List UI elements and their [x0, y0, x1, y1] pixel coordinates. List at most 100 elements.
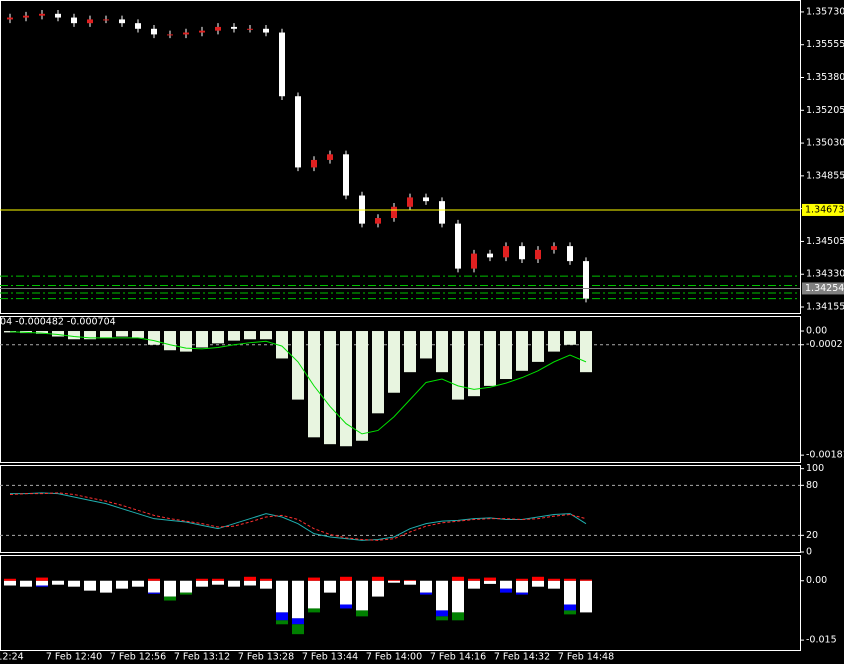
bar [164, 596, 176, 601]
x-tick-label: 7 Feb 12:56 [110, 652, 166, 663]
candle-body [167, 34, 173, 36]
candle-body [247, 28, 253, 30]
bar [276, 331, 288, 359]
bar [132, 580, 144, 587]
bar [100, 331, 112, 338]
bar [468, 578, 480, 581]
bar [484, 580, 496, 584]
bar [20, 580, 32, 587]
bar [356, 610, 368, 617]
y-tick-label: 1.34855 [806, 170, 844, 181]
bar [356, 331, 368, 441]
candle-body [183, 32, 189, 35]
y-tick-label: 80 [806, 480, 818, 491]
y-tick-label: 0.00 [806, 575, 827, 586]
bar [404, 580, 416, 585]
price-label: 1.34254 [805, 283, 844, 294]
bar [212, 331, 224, 344]
candle-body [343, 154, 349, 196]
bar [164, 331, 176, 351]
bar [356, 580, 368, 611]
bar [372, 576, 384, 581]
bar [340, 604, 352, 609]
bar [564, 604, 576, 611]
price-label: 1.34673 [805, 204, 844, 215]
bar [244, 580, 256, 586]
bar [340, 580, 352, 605]
bar [388, 580, 400, 583]
bar [564, 331, 576, 345]
bar [148, 580, 160, 593]
bar [84, 331, 96, 340]
bar [580, 331, 592, 373]
candle-body [55, 13, 61, 18]
price-label-box [802, 203, 844, 216]
bar [148, 331, 160, 345]
indicator-line [10, 492, 587, 541]
y-tick-label: 1.34330 [806, 269, 844, 280]
bar [532, 576, 544, 581]
indicator-line [9, 331, 587, 435]
bar [580, 580, 592, 613]
panel-frame [0, 0, 801, 314]
candle-body [327, 154, 333, 160]
bar [372, 331, 384, 414]
x-tick-label: 12:24 [0, 652, 24, 663]
bar [36, 331, 48, 334]
bar [196, 331, 208, 348]
candle-body [567, 246, 573, 262]
x-tick-label: 7 Feb 14:00 [366, 652, 422, 663]
bar [116, 580, 128, 589]
bar [228, 580, 240, 587]
candle-body [215, 26, 221, 31]
bar [180, 580, 192, 593]
bar [212, 578, 224, 581]
bar [452, 580, 464, 613]
bar [580, 579, 592, 581]
x-tick-label: 7 Feb 12:40 [46, 652, 102, 663]
bar [260, 331, 272, 340]
indicator-legend: 204 -0.000482 -0.000704 [0, 317, 116, 328]
candle-body [439, 201, 445, 224]
bar [404, 331, 416, 373]
candle-body [423, 197, 429, 202]
bar [212, 580, 224, 585]
bar [548, 580, 560, 589]
bar [404, 579, 416, 581]
bar [36, 577, 48, 581]
bar [196, 578, 208, 581]
candle-body [151, 28, 157, 35]
candle-body [199, 30, 205, 33]
candle-body [263, 28, 269, 33]
bar [500, 580, 512, 589]
x-tick-label: 7 Feb 13:44 [302, 652, 358, 663]
bar [468, 580, 480, 589]
bar [308, 580, 320, 609]
candle-body [407, 197, 413, 207]
bar [244, 331, 256, 340]
bar [372, 580, 384, 597]
indicator-line [9, 492, 587, 541]
bar [84, 580, 96, 591]
bar [36, 580, 48, 586]
candle-body [535, 249, 541, 260]
bar [292, 580, 304, 619]
bar [148, 578, 160, 581]
y-tick-label: 1.35380 [806, 72, 844, 83]
bar [484, 577, 496, 581]
bar [276, 612, 288, 621]
bar [516, 331, 528, 371]
bar [452, 576, 464, 581]
candle-body [295, 96, 301, 168]
bar [388, 579, 400, 581]
bar [4, 578, 16, 581]
candle-body [503, 246, 509, 258]
bar [500, 588, 512, 593]
y-tick-label: 1.34155 [806, 302, 844, 313]
bar [308, 331, 320, 438]
bar [196, 580, 208, 587]
candle-body [23, 15, 29, 18]
panel-frame [0, 555, 801, 651]
y-tick-label: 100 [806, 463, 824, 474]
